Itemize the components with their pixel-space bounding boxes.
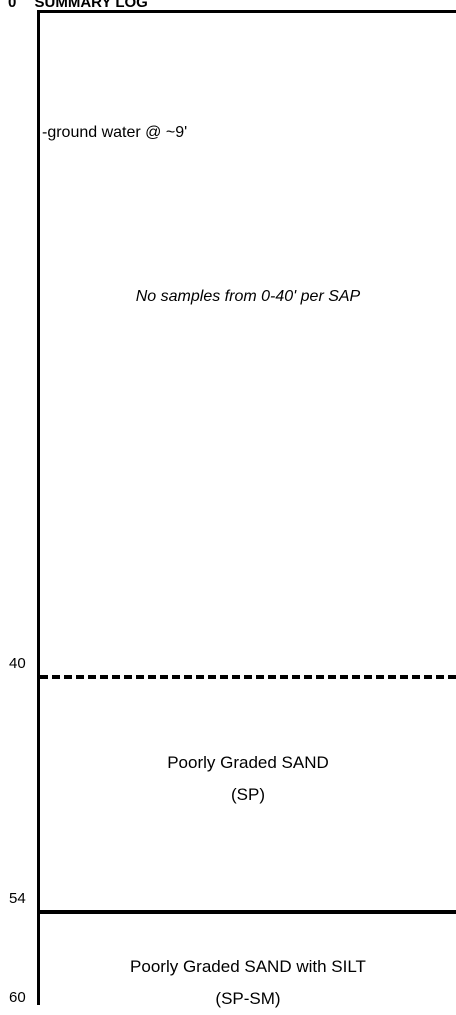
depth-label-40: 40 xyxy=(9,655,26,672)
depth-label-60: 60 xyxy=(9,989,26,1006)
no-samples-note: No samples from 0-40' per SAP xyxy=(135,288,361,305)
log-title: SUMMARY LOG xyxy=(34,0,148,11)
unit-sp: Poorly Graded SAND (SP) xyxy=(40,747,456,811)
unit-sp-code: (SP) xyxy=(231,785,265,804)
unit-sp-name: Poorly Graded SAND xyxy=(167,753,329,772)
depth-label-54: 54 xyxy=(9,890,26,907)
log-header: 0 SUMMARY LOG xyxy=(8,0,148,12)
depth-label-0: 0 xyxy=(8,0,17,11)
log-top-border xyxy=(37,10,456,13)
unit-sp-sm-code: (SP-SM) xyxy=(215,989,281,1008)
unit-sp-sm: Poorly Graded SAND with SILT (SP-SM) xyxy=(40,951,456,1015)
groundwater-note: -ground water @ ~9' xyxy=(42,124,188,141)
boundary-40-dashed xyxy=(40,675,456,679)
log-left-border xyxy=(37,10,40,1005)
boundary-54-solid xyxy=(40,910,456,914)
unit-sp-sm-name: Poorly Graded SAND with SILT xyxy=(130,957,366,976)
